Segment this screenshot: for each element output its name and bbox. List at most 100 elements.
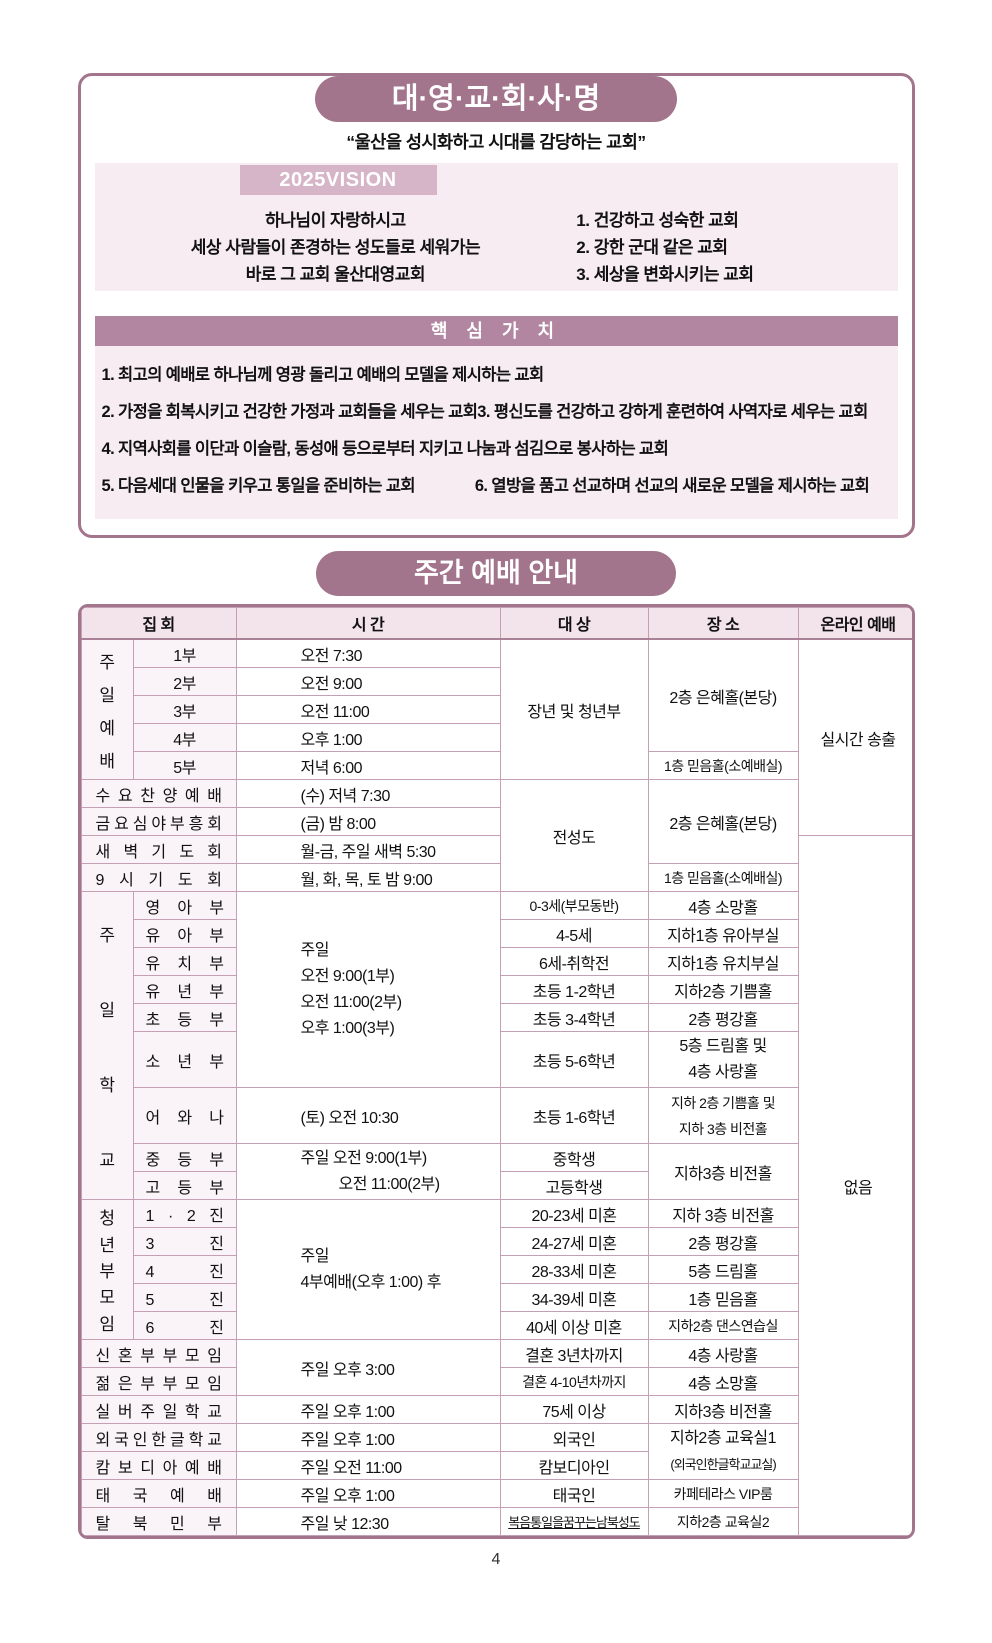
cell-place: 지하2층 교육실2 <box>647 1507 799 1536</box>
cell-meeting: 초 등 부 <box>132 1003 237 1032</box>
cell-place: 2층 은혜홀(본당) <box>647 638 799 752</box>
cell-time: (토) 오전 10:30 <box>235 1087 501 1144</box>
cell-place: 지하2층 교육실1 (외국인한글학교교실) <box>647 1423 799 1480</box>
cell-target: 0-3세(부모동반) <box>499 891 649 920</box>
cell-time: 주일 오후 3:00 <box>235 1339 501 1396</box>
cell-place: 4층 소망홀 <box>647 1367 799 1396</box>
cell-meeting: 금 요 심 야 부 흥 회 <box>80 807 237 836</box>
cell-time-block: 주일 오전 9:00(1부) 오전 11:00(2부) <box>235 1143 501 1200</box>
table-row: 초 등 부 초등 3-4학년 2층 평강홀 <box>81 1003 912 1032</box>
table-row: 태 국 예 배 주일 오후 1:00 태국인 카페테라스 VIP룸 <box>80 1479 912 1508</box>
header-place: 장 소 <box>647 607 799 640</box>
table-row: 수 요 찬 양 예 배 (수) 저녁 7:30 전성도 2층 은혜홀(본당) <box>80 779 912 892</box>
church-mission-box: 대·영·교·회·사·명 “울산을 성시화하고 시대를 감당하는 교회” 2025… <box>77 73 915 538</box>
table-row: 외 국 인 한 글 학 교 주일 오후 1:00 외국인 지하2층 교육실1 (… <box>80 1423 912 1480</box>
header-target: 대 상 <box>499 607 649 640</box>
cell-online-none: 없음 <box>797 835 912 1536</box>
table-row: 탈 북 민 부 주일 낮 12:30 복음통일을꿈꾸는남북성도 지하2층 교육실… <box>80 1507 912 1536</box>
group-char: 일 <box>99 685 115 705</box>
table-row: 캄 보 디 아 예 배 주일 오전 11:00 캄보디아인 <box>80 1451 912 1480</box>
cell-target: 초등 1-6학년 <box>499 1087 649 1144</box>
cell-target: 외국인 <box>499 1423 649 1452</box>
group-label-young-adult: 청 년 부 모 임 <box>80 1199 134 1340</box>
cell-meeting: 5 진 <box>132 1283 237 1312</box>
core-values-title: 핵 심 가 치 <box>94 316 898 346</box>
cell-target: 캄보디아인 <box>499 1451 649 1480</box>
cell-meeting: 유 년 부 <box>132 975 237 1004</box>
cell-meeting: 3 진 <box>132 1227 237 1256</box>
group-char: 학 <box>99 1075 115 1095</box>
core-value-line: 4. 지역사회를 이단과 이슬람, 동성애 등으로부터 지키고 나눔과 섬김으로… <box>102 431 888 468</box>
vision-goal-item: 3. 세상을 변화시키는 교회 <box>576 265 754 284</box>
cell-time: 주일 오후 1:00 <box>235 1479 501 1508</box>
table-row: 새 벽 기 도 회 월-금, 주일 새벽 5:30 없음 <box>80 835 912 1536</box>
vision-goals: 1. 건강하고 성숙한 교회 2. 강한 군대 같은 교회 3. 세상을 변화시… <box>576 207 754 288</box>
place-line: 4층 사랑홀 <box>688 1063 758 1081</box>
table-row: 4 진 28-33세 미혼 5층 드림홀 <box>81 1255 912 1284</box>
group-char: 부 <box>99 1261 115 1281</box>
vision-panel: 2025VISION 하나님이 자랑하시고 세상 사람들이 존경하는 성도들로 … <box>94 163 898 291</box>
cell-time: 주일 오후 1:00 <box>235 1395 501 1424</box>
cell-time-block: 주일 오전 9:00(1부) 오전 11:00(2부) 오후 1:00(3부) <box>235 891 501 1088</box>
group-label-sunday-worship: 주 일 예 배 <box>80 638 134 780</box>
cell-place: 2층 평강홀 <box>647 1003 799 1032</box>
weekly-worship-title: 주간 예배 안내 <box>316 551 676 596</box>
group-char: 년 <box>99 1235 115 1255</box>
vision-statement-line: 바로 그 교회 울산대영교회 <box>245 265 426 284</box>
cell-meeting: 수 요 찬 양 예 배 <box>80 779 237 808</box>
place-line: (외국인한글학교교실) <box>670 1456 776 1472</box>
core-value-line: 5. 다음세대 인물을 키우고 통일을 준비하는 교회 6. 열방을 품고 선교… <box>102 468 888 505</box>
core-value-item: 1. 최고의 예배로 하나님께 영광 돌리고 예배의 모델을 제시하는 교회 <box>101 366 545 384</box>
cell-time: 주일 오전 11:00 <box>235 1451 501 1480</box>
table-row: 유 아 부 4-5세 지하1층 유아부실 <box>81 919 912 948</box>
table-header-row: 집 회 시 간 대 상 장 소 온라인 예배 <box>80 607 912 640</box>
cell-time: 오전 7:30 <box>235 638 501 668</box>
cell-place: 4층 소망홀 <box>647 891 799 920</box>
cell-target: 장년 및 청년부 <box>499 638 649 780</box>
cell-meeting: 1부 <box>132 638 237 668</box>
vision-goal-item: 1. 건강하고 성숙한 교회 <box>576 211 739 230</box>
page-number: 4 <box>491 1551 501 1568</box>
vision-statement: 하나님이 자랑하시고 세상 사람들이 존경하는 성도들로 세워가는 바로 그 교… <box>95 207 577 288</box>
cell-meeting: 고 등 부 <box>132 1171 237 1200</box>
cell-target: 4-5세 <box>499 919 649 948</box>
cell-time: (수) 저녁 7:30 <box>235 779 501 808</box>
cell-target: 28-33세 미혼 <box>499 1255 649 1284</box>
cell-place: 지하3층 비전홀 <box>647 1395 799 1424</box>
group-char: 교 <box>99 1150 115 1170</box>
table-row: 신 혼 부 부 모 임 주일 오후 3:00 결혼 3년차까지 4층 사랑홀 <box>80 1339 912 1396</box>
cell-meeting: 2부 <box>132 667 237 696</box>
cell-online-live: 실시간 송출 <box>797 638 912 836</box>
group-char: 예 <box>99 718 115 738</box>
time-line: 오전 9:00(1부) <box>300 967 395 985</box>
worship-schedule-table: 집 회 시 간 대 상 장 소 온라인 예배 주 일 예 배 1부 오전 7:3… <box>77 604 915 1539</box>
table-row: 2부 오전 9:00 <box>81 667 912 696</box>
place-line: 지하 2층 기쁨홀 및 <box>670 1094 776 1111</box>
group-char: 임 <box>99 1314 115 1334</box>
cell-target: 고등학생 <box>499 1171 649 1200</box>
time-line: 주일 오전 9:00(1부) <box>300 1149 428 1167</box>
cell-target: 6세-취학전 <box>499 947 649 976</box>
header-online: 온라인 예배 <box>797 607 912 640</box>
place-line: 지하2층 교육실1 <box>669 1429 777 1447</box>
time-line: 오전 11:00(2부) <box>300 993 403 1011</box>
table-row: 실 버 주 일 학 교 주일 오후 1:00 75세 이상 지하3층 비전홀 <box>80 1395 912 1424</box>
core-values-list: 1. 최고의 예배로 하나님께 영광 돌리고 예배의 모델을 제시하는 교회 2… <box>94 346 898 519</box>
cell-target: 초등 1-2학년 <box>499 975 649 1004</box>
cell-time: 저녁 6:00 <box>235 751 501 780</box>
group-char: 주 <box>99 925 115 945</box>
cell-meeting: 9 시 기 도 회 <box>80 863 237 892</box>
time-line: 오후 1:00(3부) <box>300 1019 395 1037</box>
cell-meeting: 3부 <box>132 695 237 724</box>
cell-place: 지하3층 비전홀 <box>647 1143 799 1200</box>
cell-target: 태국인 <box>499 1479 649 1508</box>
cell-place: 5층 드림홀 <box>647 1255 799 1284</box>
cell-place: 지하 3층 비전홀 <box>647 1199 799 1228</box>
cell-target: 24-27세 미혼 <box>499 1227 649 1256</box>
cell-time: 주일 오후 1:00 <box>235 1423 501 1452</box>
group-char: 배 <box>99 751 115 771</box>
cell-target: 복음통일을꿈꾸는남북성도 <box>499 1507 649 1536</box>
table-row: 어 와 나 (토) 오전 10:30 초등 1-6학년 지하 2층 기쁨홀 및 … <box>81 1087 912 1144</box>
vision-badge: 2025VISION <box>239 165 437 195</box>
cell-meeting: 영 아 부 <box>132 891 237 920</box>
